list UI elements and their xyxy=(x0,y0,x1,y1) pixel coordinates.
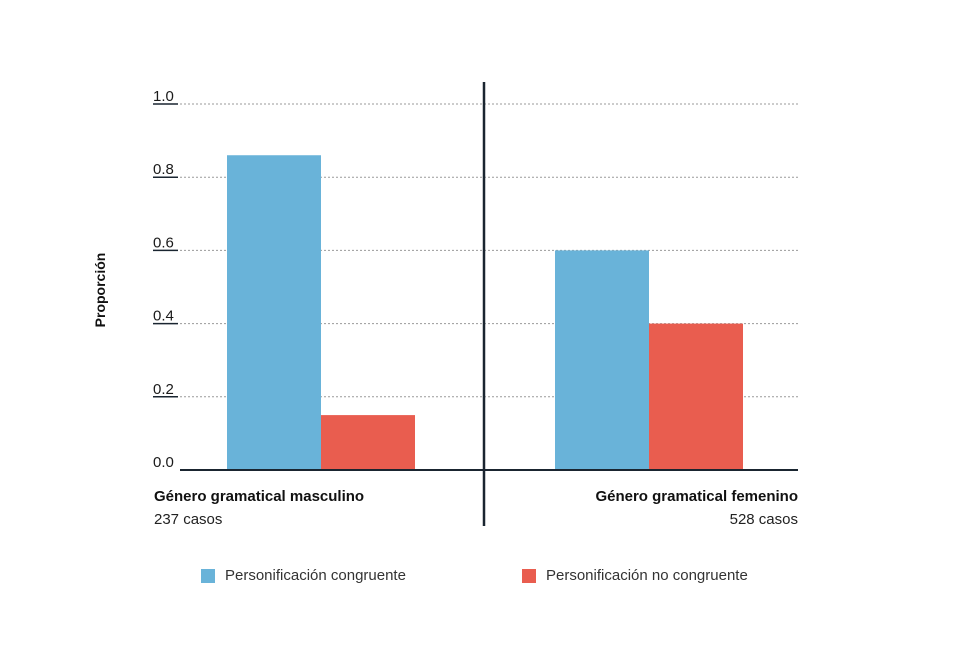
bar-congruente-masculino xyxy=(227,155,321,471)
legend-swatch-blue xyxy=(201,568,215,583)
y-tick-label: 0.0 xyxy=(153,454,174,471)
y-axis: 0.0 0.2 0.4 0.6 0.8 1.0 xyxy=(153,88,178,471)
group-count-femenino: 528 casos xyxy=(729,511,798,528)
y-tick-label: 0.2 xyxy=(153,381,174,398)
legend-label-congruente: Personificación congruente xyxy=(225,567,406,584)
bar-no-congruente-femenino xyxy=(649,323,743,470)
legend-label-no-congruente: Personificación no congruente xyxy=(546,567,748,584)
y-tick-label: 0.4 xyxy=(153,308,174,325)
legend-item-congruente: Personificación congruente xyxy=(201,567,406,584)
bars xyxy=(227,155,743,471)
y-axis-label: Proporción xyxy=(92,253,108,328)
group-count-masculino: 237 casos xyxy=(154,511,223,528)
y-tick-label: 0.6 xyxy=(153,234,174,251)
y-tick-label: 0.8 xyxy=(153,161,174,178)
group-title-femenino: Género gramatical femenino xyxy=(595,488,798,505)
bar-no-congruente-masculino xyxy=(321,415,415,470)
legend-item-no-congruente: Personificación no congruente xyxy=(522,567,748,584)
gridlines xyxy=(180,103,798,398)
bar-congruente-femenino xyxy=(555,250,649,470)
legend-swatch-red xyxy=(522,568,536,583)
group-title-masculino: Género gramatical masculino xyxy=(154,488,365,505)
y-tick-label: 1.0 xyxy=(153,88,174,105)
